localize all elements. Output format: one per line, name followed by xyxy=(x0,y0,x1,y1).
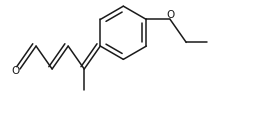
Text: O: O xyxy=(166,10,174,20)
Text: O: O xyxy=(11,65,19,75)
